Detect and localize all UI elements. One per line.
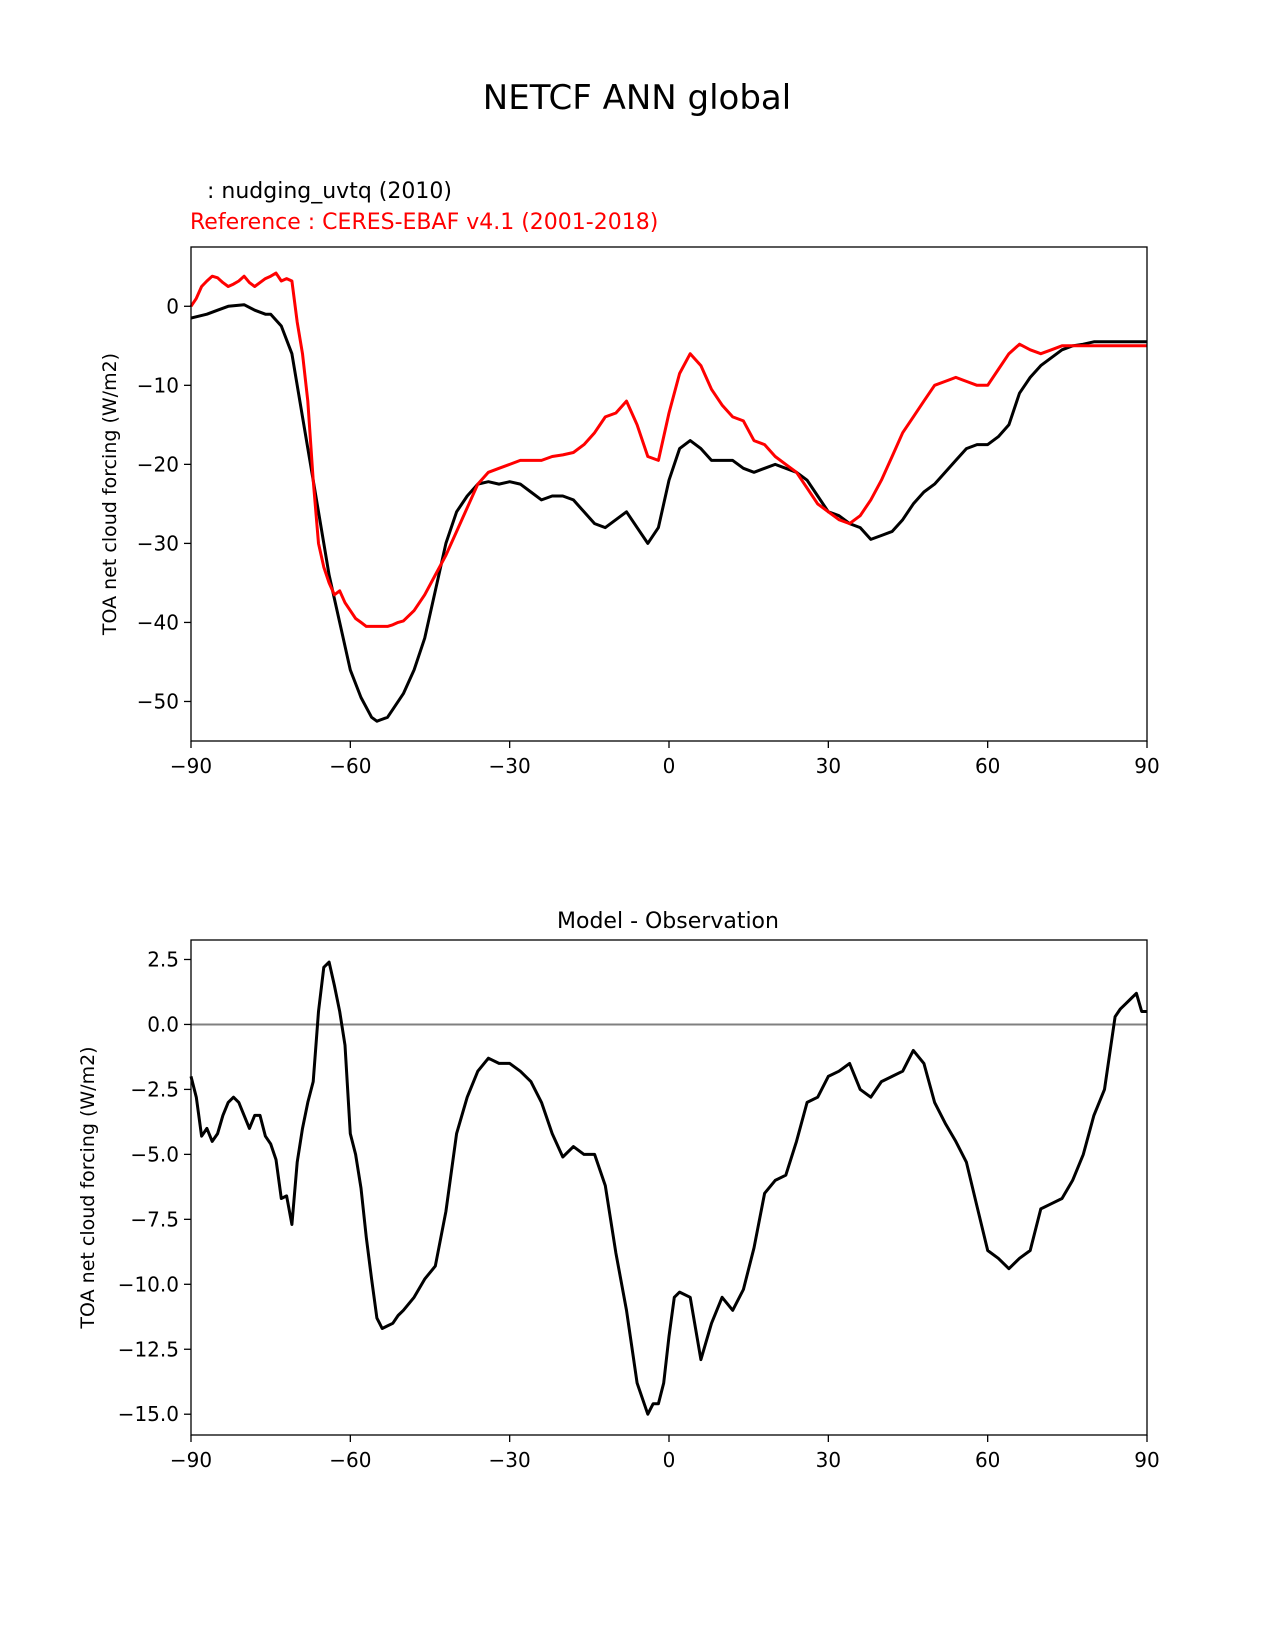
bottom-series-line-0 — [189, 960, 1147, 1416]
top-x-tick-label: 30 — [816, 754, 841, 778]
bottom-y-tick-label: −12.5 — [118, 1337, 179, 1361]
bottom-panel: −90 −60 −30 0 30 60 90 2.5 0.0 −2.5 −5.0 −7.5 −10.0 −… — [77, 939, 1160, 1472]
bottom-x-tick-label: −60 — [329, 1448, 371, 1472]
bottom-x-tick-label: 90 — [1134, 1448, 1159, 1472]
bottom-panel-title: Model - Observation — [557, 909, 779, 934]
top-x-tick-label: −30 — [489, 754, 531, 778]
top-x-tick-label: −60 — [329, 754, 371, 778]
top-series-line-1 — [189, 271, 1147, 628]
bottom-y-tick-label: −2.5 — [130, 1077, 179, 1101]
top-x-tick-label: 0 — [663, 754, 676, 778]
top-x-tick-label: 60 — [975, 754, 1000, 778]
bottom-x-tick-label: 60 — [975, 1448, 1000, 1472]
top-axes-frame — [190, 246, 1148, 742]
top-x-tick-label: 90 — [1134, 754, 1159, 778]
top-y-tick-label: −10 — [137, 373, 179, 397]
bottom-x-tick-label: 30 — [816, 1448, 841, 1472]
figure-title: NETCF ANN global — [483, 78, 791, 118]
bottom-x-tick-label: −30 — [489, 1448, 531, 1472]
test-dataset-label: : nudging_uvtq (2010) — [200, 179, 452, 204]
top-x-tick-label: −90 — [170, 754, 212, 778]
bottom-y-tick-label: −15.0 — [118, 1402, 179, 1426]
top-y-tick-label: −30 — [137, 531, 179, 555]
bottom-y-tick-label: 0.0 — [147, 1012, 179, 1036]
bottom-x-tick-label: −90 — [170, 1448, 212, 1472]
bottom-y-tick-label: −10.0 — [118, 1272, 179, 1296]
top-y-tick-label: −50 — [137, 689, 179, 713]
bottom-axes-frame — [190, 939, 1148, 1436]
top-y-axis-label: TOA net cloud forcing (W/m2) — [99, 353, 121, 636]
top-series-line-0 — [190, 303, 1147, 723]
bottom-y-tick-label: −7.5 — [130, 1207, 179, 1231]
bottom-y-axis-label: TOA net cloud forcing (W/m2) — [77, 1046, 99, 1329]
reference-dataset-label: Reference : CERES-EBAF v4.1 (2001-2018) — [190, 210, 658, 235]
top-y-tick-label: −40 — [137, 610, 179, 634]
top-panel: −90 −60 −30 0 30 60 90 0 −10 −20 −30 −40 −50 TOA net … — [99, 246, 1160, 778]
bottom-y-tick-label: −5.0 — [130, 1142, 179, 1166]
top-y-tick-label: 0 — [166, 294, 179, 318]
bottom-x-tick-label: 0 — [663, 1448, 676, 1472]
top-y-tick-label: −20 — [137, 452, 179, 476]
bottom-y-tick-label: 2.5 — [147, 947, 179, 971]
